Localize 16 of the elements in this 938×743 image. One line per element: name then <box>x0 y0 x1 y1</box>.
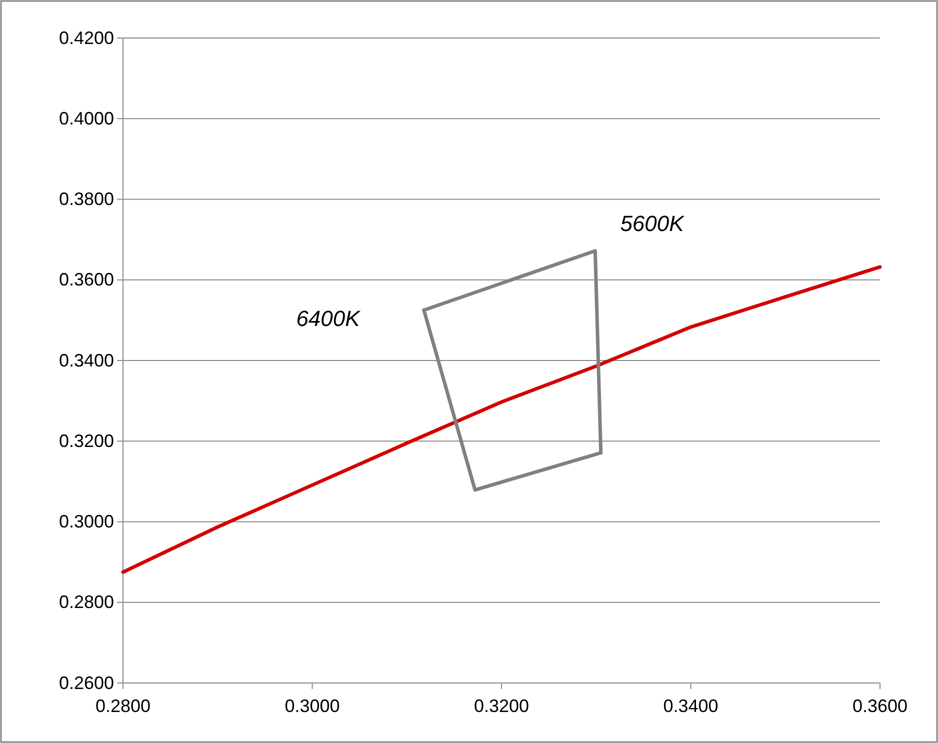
y-tick-label: 0.3400 <box>58 350 114 370</box>
x-tick-label: 0.3400 <box>663 696 718 716</box>
y-tick-label: 0.4000 <box>58 108 114 128</box>
y-tick-label: 0.3000 <box>58 512 114 532</box>
y-tick-label: 0.2600 <box>58 672 114 693</box>
y-tick-label: 0.2800 <box>58 592 114 612</box>
annotation: 6400K <box>296 306 362 331</box>
y-tick-label: 0.3200 <box>58 430 114 451</box>
annotation: 5600K <box>620 210 686 236</box>
y-tick-label: 0.3800 <box>58 189 114 210</box>
x-tick-label: 0.3600 <box>852 696 908 716</box>
y-tick-label: 0.3600 <box>58 270 114 290</box>
y-tick-label: 0.4200 <box>58 28 114 48</box>
x-tick-label: 0.3200 <box>474 696 530 716</box>
x-tick-label: 0.3000 <box>284 696 340 716</box>
x-tick-label: 0.2800 <box>95 696 151 716</box>
